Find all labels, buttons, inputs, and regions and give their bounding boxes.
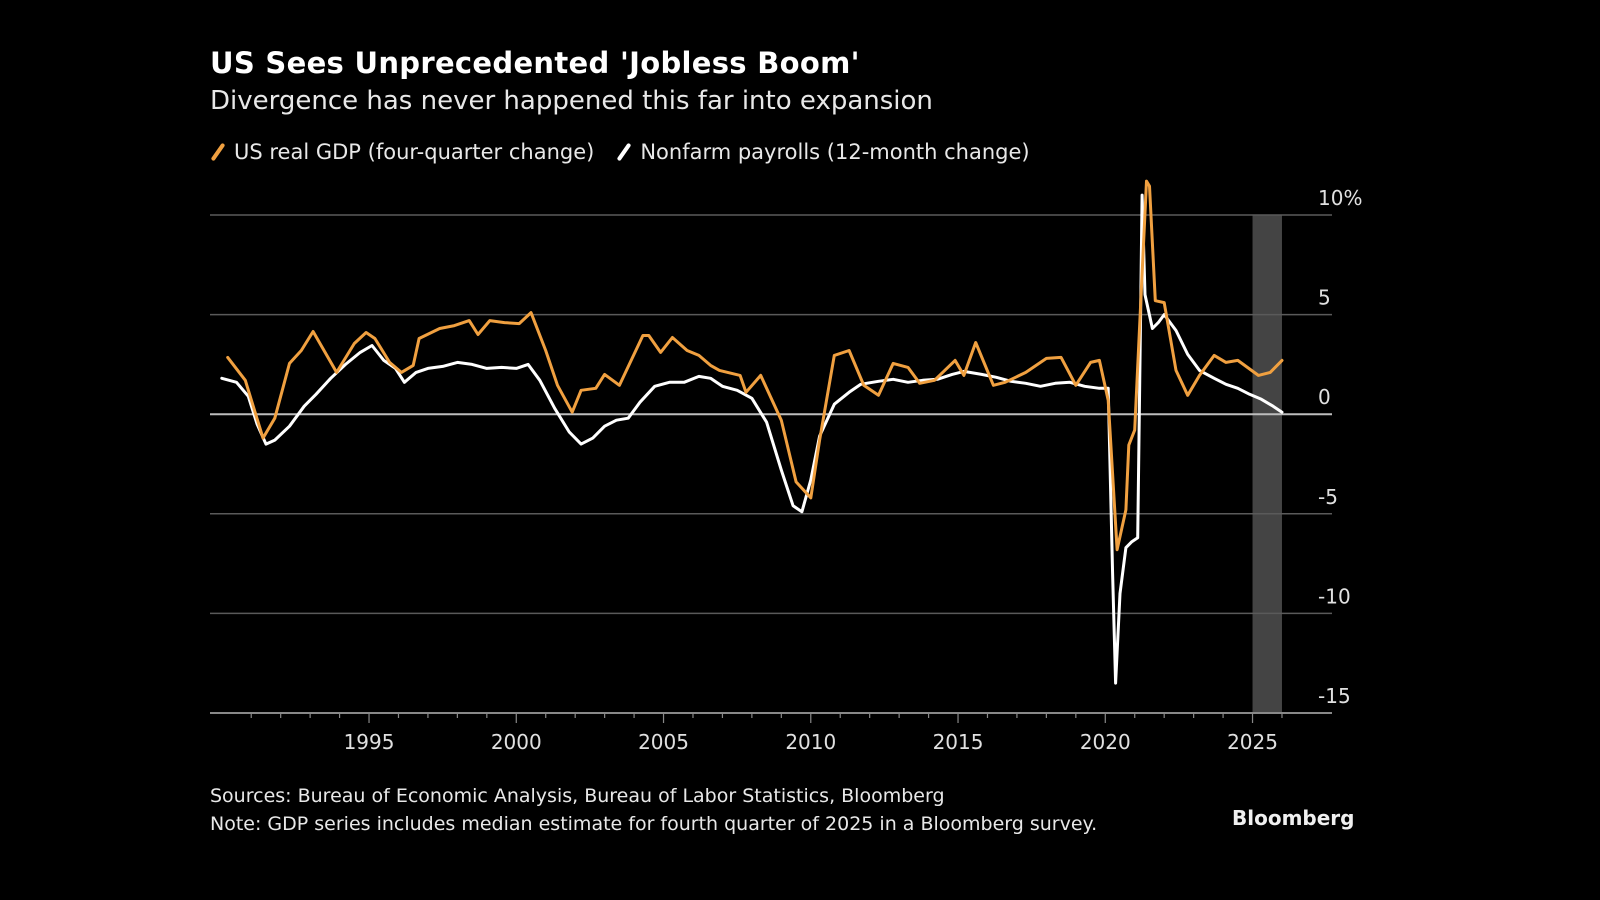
y-tick-label: -15 (1318, 684, 1351, 708)
x-tick-label: 2025 (1227, 730, 1278, 754)
x-tick-label: 2020 (1080, 730, 1131, 754)
chart-title: US Sees Unprecedented 'Jobless Boom' (210, 46, 860, 80)
y-tick-label: 0 (1318, 385, 1331, 409)
x-tick-label: 2015 (933, 730, 984, 754)
gdp-series-line (226, 179, 1284, 552)
y-tick-label: -5 (1318, 485, 1338, 509)
forecast-shaded-region (1252, 215, 1282, 713)
chart-subtitle: Divergence has never happened this far i… (210, 86, 933, 116)
x-tick-label: 2005 (638, 730, 689, 754)
x-tick-label: 2010 (785, 730, 836, 754)
y-tick-label: -10 (1318, 584, 1351, 608)
payrolls-series-line (220, 193, 1284, 685)
legend-label-payrolls: Nonfarm payrolls (12-month change) (640, 140, 1030, 164)
bloomberg-logo: Bloomberg (1232, 806, 1355, 830)
legend-item-gdp: US real GDP (four-quarter change) (210, 140, 594, 164)
chart-footer: Sources: Bureau of Economic Analysis, Bu… (210, 782, 1097, 838)
sources-note: Sources: Bureau of Economic Analysis, Bu… (210, 785, 945, 807)
x-tick-label: 2000 (491, 730, 542, 754)
x-tick-label: 1995 (344, 730, 395, 754)
y-tick-label: 10% (1318, 186, 1362, 210)
y-tick-label: 5 (1318, 286, 1331, 310)
gdp-note: Note: GDP series includes median estimat… (210, 813, 1098, 835)
legend-label-gdp: US real GDP (four-quarter change) (234, 140, 595, 164)
legend: US real GDP (four-quarter change) Nonfar… (210, 140, 1052, 164)
legend-item-payrolls: Nonfarm payrolls (12-month change) (616, 140, 1030, 164)
